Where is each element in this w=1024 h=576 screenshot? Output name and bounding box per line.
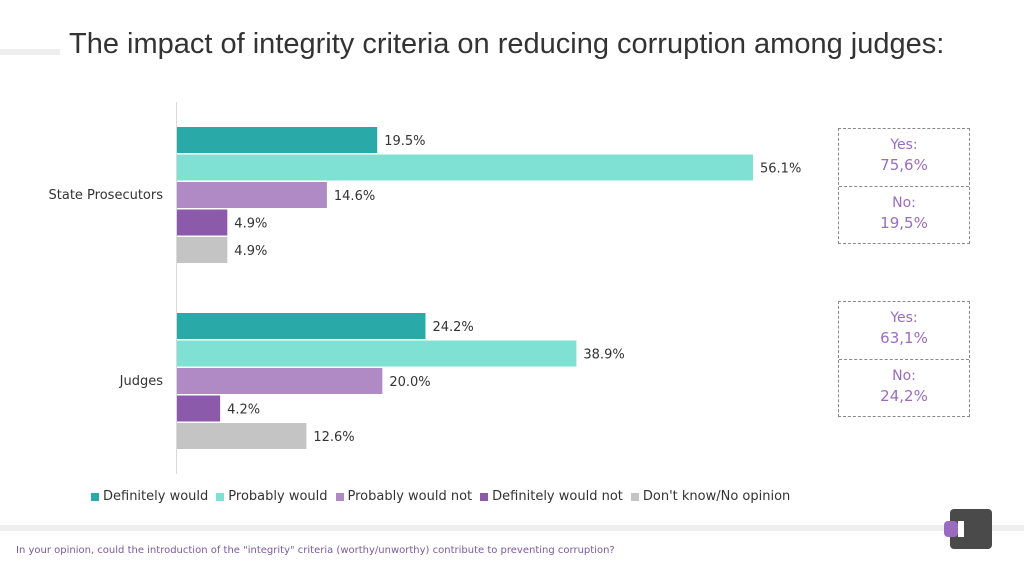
legend-item-definitely-would: Definitely would [91,489,208,504]
legend-swatch [91,492,99,501]
bar-1-4 [177,423,307,449]
legend-swatch [480,492,489,501]
chart-legend: Definitely would Probably would Probably… [91,489,790,504]
legend-item-dont-know: Don't know/No opinion [630,489,791,504]
summary-no: No: 19,5% [839,186,969,243]
data-label: 56.1% [760,162,801,177]
bar-chart: State Prosecutors 19.5% 56.1% 14.6% 4.9% 4.9%… [49,102,801,474]
data-label: 14.6% [334,189,375,204]
bar-1-0 [177,313,426,339]
data-label: 24.2% [432,320,473,335]
bar-1-3 [177,395,221,422]
bar-0-3 [177,209,228,236]
data-label: 19.5% [384,134,425,149]
legend-swatch [216,492,225,501]
summary-no-label: No: [892,195,916,211]
data-label: 4.2% [227,403,260,418]
summary-yes: Yes: 63,1% [839,302,969,359]
summary-no-value: 19,5% [880,214,928,232]
legend-label: Probably would not [347,489,473,504]
legend-label: Probably would [228,489,328,504]
summary-yes: Yes: 75,6% [839,129,969,186]
summary-box-judges: Yes: 63,1% No: 24,2% [838,301,970,417]
legend-label: Definitely would [103,489,209,504]
category-label: Judges [119,374,164,389]
survey-question-footnote: In your opinion, could the introduction … [16,545,615,556]
summary-no-label: No: [892,368,916,384]
summary-yes-value: 75,6% [880,156,928,174]
category-label: State Prosecutors [49,188,164,203]
bar-0-2 [177,182,327,208]
summary-no: No: 24,2% [839,359,969,416]
summary-yes-value: 63,1% [880,329,928,347]
legend-item-probably-would-not: Probably would not [335,489,473,504]
bar-1-1 [177,340,577,367]
legend-swatch [335,492,344,501]
legend-item-probably-would: Probably would [216,489,328,504]
summary-yes-label: Yes: [890,310,918,326]
legend-item-definitely-would-not: Definitely would not [480,489,623,504]
bar-0-1 [177,154,753,181]
summary-no-value: 24,2% [880,387,928,405]
summary-yes-label: Yes: [890,137,918,153]
brand-logo-icon [944,509,992,549]
data-label: 4.9% [234,244,267,259]
data-label: 20.0% [389,375,430,390]
summary-box-state-prosecutors: Yes: 75,6% No: 19,5% [838,128,970,244]
data-label: 38.9% [583,348,624,363]
footer-divider [0,525,1024,531]
legend-label: Don't know/No opinion [642,489,791,504]
bar-0-4 [177,237,228,263]
legend-label: Definitely would not [492,489,623,504]
data-label: 4.9% [234,217,267,232]
data-label: 12.6% [313,430,354,445]
legend-swatch [630,492,639,501]
bar-0-0 [177,127,378,153]
bar-1-2 [177,368,383,394]
page-title: The impact of integrity criteria on redu… [69,28,945,60]
title-accent-line [0,49,60,55]
